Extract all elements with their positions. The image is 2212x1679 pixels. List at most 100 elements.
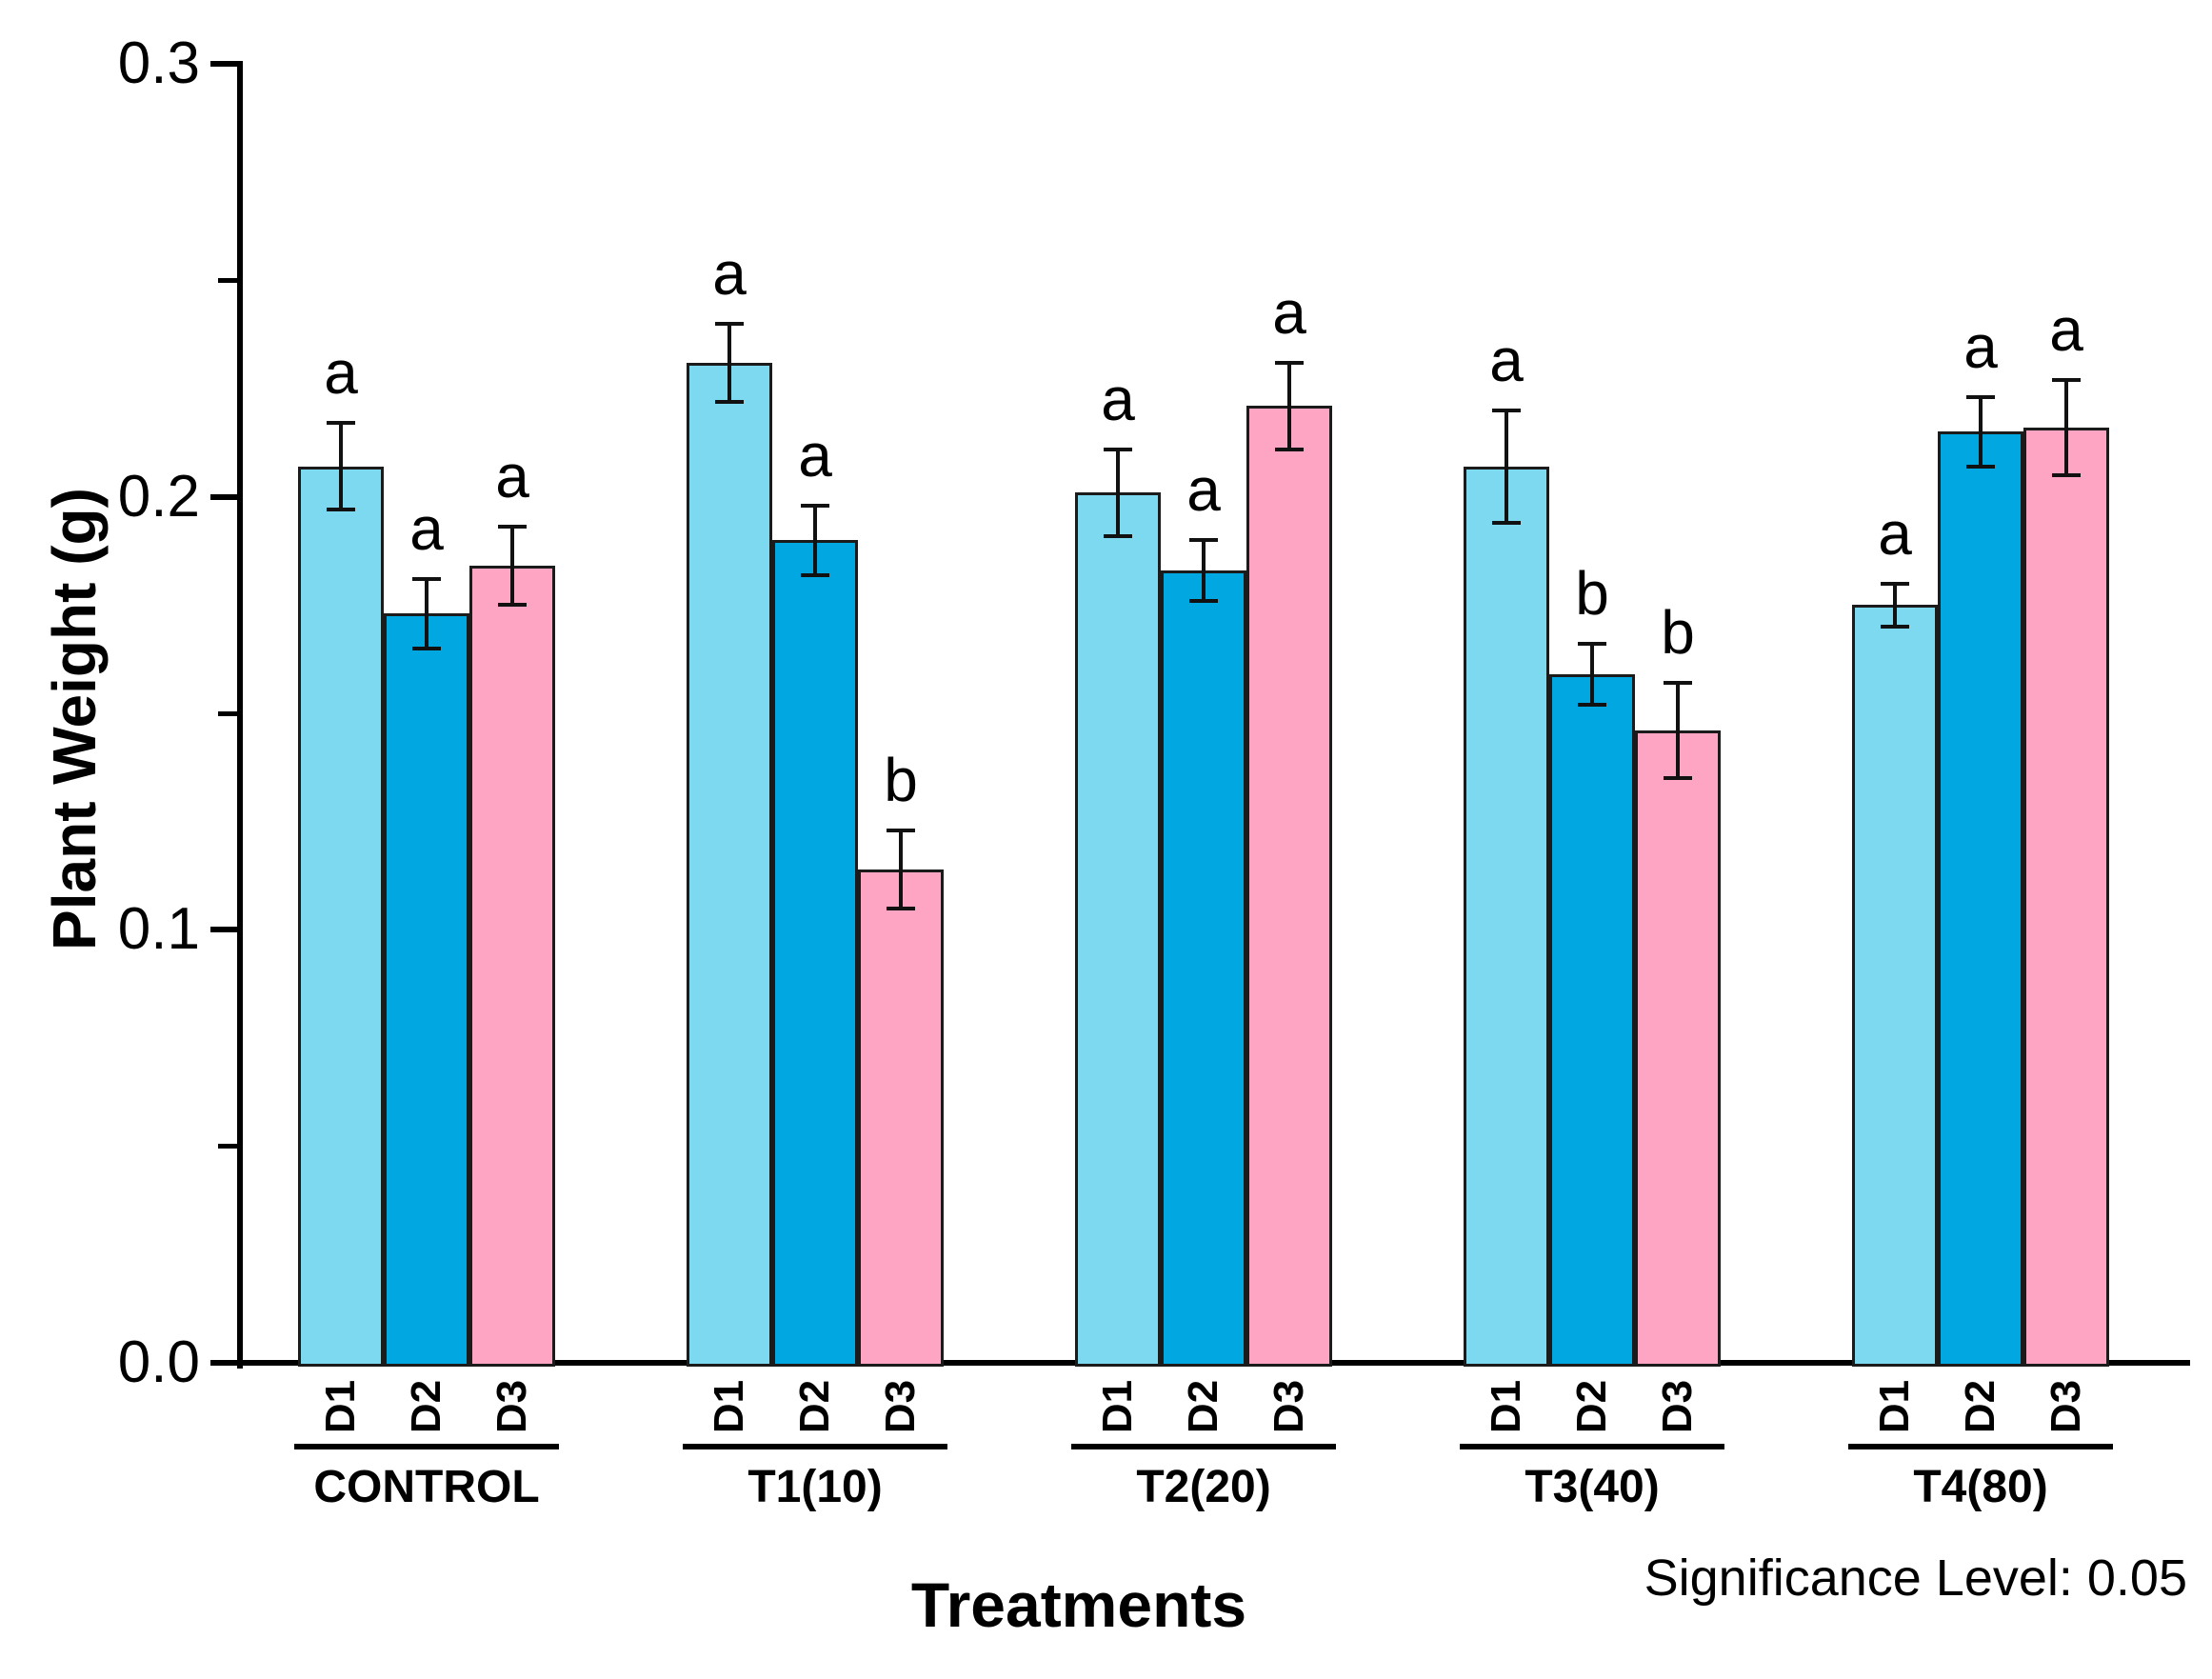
error-bar-line <box>1893 583 1897 628</box>
series-label-D1: D1 <box>706 1379 752 1434</box>
group-underline <box>1848 1444 2113 1449</box>
error-bar-line <box>2064 379 2068 475</box>
series-label-D1: D1 <box>1094 1379 1141 1434</box>
series-label-D3: D3 <box>2043 1379 2089 1434</box>
bar-T1(10)-D3 <box>858 869 944 1367</box>
bar-T4(80)-D2 <box>1938 431 2023 1367</box>
y-tick-label: 0.0 <box>117 1329 200 1395</box>
error-bar-line <box>1979 397 1983 467</box>
error-bar-line <box>727 323 731 402</box>
y-tick-label: 0.1 <box>117 896 200 963</box>
group-underline <box>683 1444 947 1449</box>
error-bar-cap-bottom <box>1104 533 1132 538</box>
bar-T2(20)-D1 <box>1075 492 1161 1367</box>
significance-note: Significance Level: 0.05 <box>1644 1549 2187 1607</box>
bar-T1(10)-D2 <box>772 540 858 1367</box>
significance-letter: b <box>1575 559 1609 629</box>
error-bar-cap-bottom <box>2052 472 2081 477</box>
error-bar-line <box>1505 410 1508 523</box>
error-bar-cap-top <box>327 421 355 426</box>
error-bar-cap-bottom <box>498 603 527 608</box>
y-axis-title: Plant Weight (g) <box>40 488 109 950</box>
group-label-T4(80): T4(80) <box>1913 1462 2048 1512</box>
significance-letter: a <box>798 420 832 490</box>
series-label-D1: D1 <box>317 1379 364 1434</box>
significance-letter: a <box>712 238 747 308</box>
y-major-tick <box>210 493 239 500</box>
error-bar-cap-bottom <box>412 646 441 650</box>
error-bar-line <box>1116 449 1120 536</box>
group-underline <box>294 1444 559 1449</box>
significance-letter: b <box>884 745 918 814</box>
error-bar-cap-top <box>1492 408 1521 412</box>
significance-letter: a <box>1963 312 1998 382</box>
error-bar-cap-top <box>1189 538 1218 543</box>
error-bar-line <box>510 527 514 606</box>
y-minor-tick <box>218 710 239 716</box>
significance-letter: a <box>1101 364 1135 433</box>
error-bar-cap-bottom <box>1275 447 1304 451</box>
y-major-tick <box>210 927 239 933</box>
error-bar-line <box>339 423 343 510</box>
error-bar-line <box>1676 683 1680 779</box>
significance-letter: a <box>1878 498 1912 568</box>
error-bar-cap-bottom <box>1189 598 1218 603</box>
error-bar-line <box>813 505 817 575</box>
error-bar-line <box>1202 540 1206 601</box>
error-bar-line <box>1590 644 1594 705</box>
significance-letter: a <box>1489 325 1524 394</box>
bar-T3(40)-D2 <box>1549 674 1635 1367</box>
error-bar-cap-bottom <box>1578 702 1606 707</box>
error-bar-cap-top <box>887 828 915 832</box>
error-bar-cap-top <box>715 321 744 326</box>
error-bar-cap-top <box>1275 360 1304 365</box>
error-bar-cap-top <box>1578 642 1606 647</box>
series-label-D3: D3 <box>1654 1379 1701 1434</box>
bar-CONTROL-D2 <box>384 613 469 1367</box>
bar-T4(80)-D1 <box>1852 605 1938 1367</box>
bar-T3(40)-D3 <box>1635 730 1721 1367</box>
error-bar-cap-top <box>1664 681 1692 686</box>
series-label-D1: D1 <box>1871 1379 1918 1434</box>
error-bar-cap-bottom <box>1664 776 1692 781</box>
error-bar-cap-top <box>2052 377 2081 382</box>
significance-letter: a <box>1272 277 1306 347</box>
y-major-tick <box>210 1360 239 1366</box>
series-label-D1: D1 <box>1483 1379 1529 1434</box>
error-bar-cap-top <box>412 577 441 582</box>
error-bar-cap-top <box>1104 447 1132 451</box>
series-label-D2: D2 <box>403 1379 449 1434</box>
error-bar-line <box>1287 362 1291 450</box>
significance-letter: a <box>1186 455 1221 525</box>
bar-T2(20)-D3 <box>1246 406 1332 1367</box>
group-label-T2(20): T2(20) <box>1136 1462 1271 1512</box>
error-bar-cap-bottom <box>1881 625 1909 630</box>
series-label-D3: D3 <box>877 1379 924 1434</box>
y-minor-tick <box>218 1144 239 1149</box>
significance-letter: a <box>324 338 358 408</box>
significance-letter: a <box>2049 294 2083 364</box>
series-label-D3: D3 <box>488 1379 535 1434</box>
bar-T4(80)-D3 <box>2023 427 2109 1367</box>
y-major-tick <box>210 61 239 67</box>
group-underline <box>1071 1444 1336 1449</box>
series-label-D3: D3 <box>1265 1379 1312 1434</box>
series-label-D2: D2 <box>791 1379 838 1434</box>
error-bar-line <box>425 579 428 649</box>
error-bar-cap-top <box>1881 581 1909 586</box>
bar-T2(20)-D2 <box>1161 570 1246 1367</box>
error-bar-cap-bottom <box>327 508 355 512</box>
significance-letter: b <box>1661 598 1695 668</box>
group-label-T1(10): T1(10) <box>747 1462 883 1512</box>
group-label-CONTROL: CONTROL <box>313 1462 540 1512</box>
error-bar-cap-top <box>1966 395 1995 400</box>
error-bar-line <box>899 830 903 909</box>
y-axis-line <box>237 61 243 1369</box>
series-label-D2: D2 <box>1957 1379 2003 1434</box>
group-label-T3(40): T3(40) <box>1524 1462 1660 1512</box>
series-label-D2: D2 <box>1568 1379 1615 1434</box>
bar-CONTROL-D1 <box>298 466 384 1367</box>
series-label-D2: D2 <box>1180 1379 1226 1434</box>
error-bar-cap-bottom <box>1492 520 1521 525</box>
